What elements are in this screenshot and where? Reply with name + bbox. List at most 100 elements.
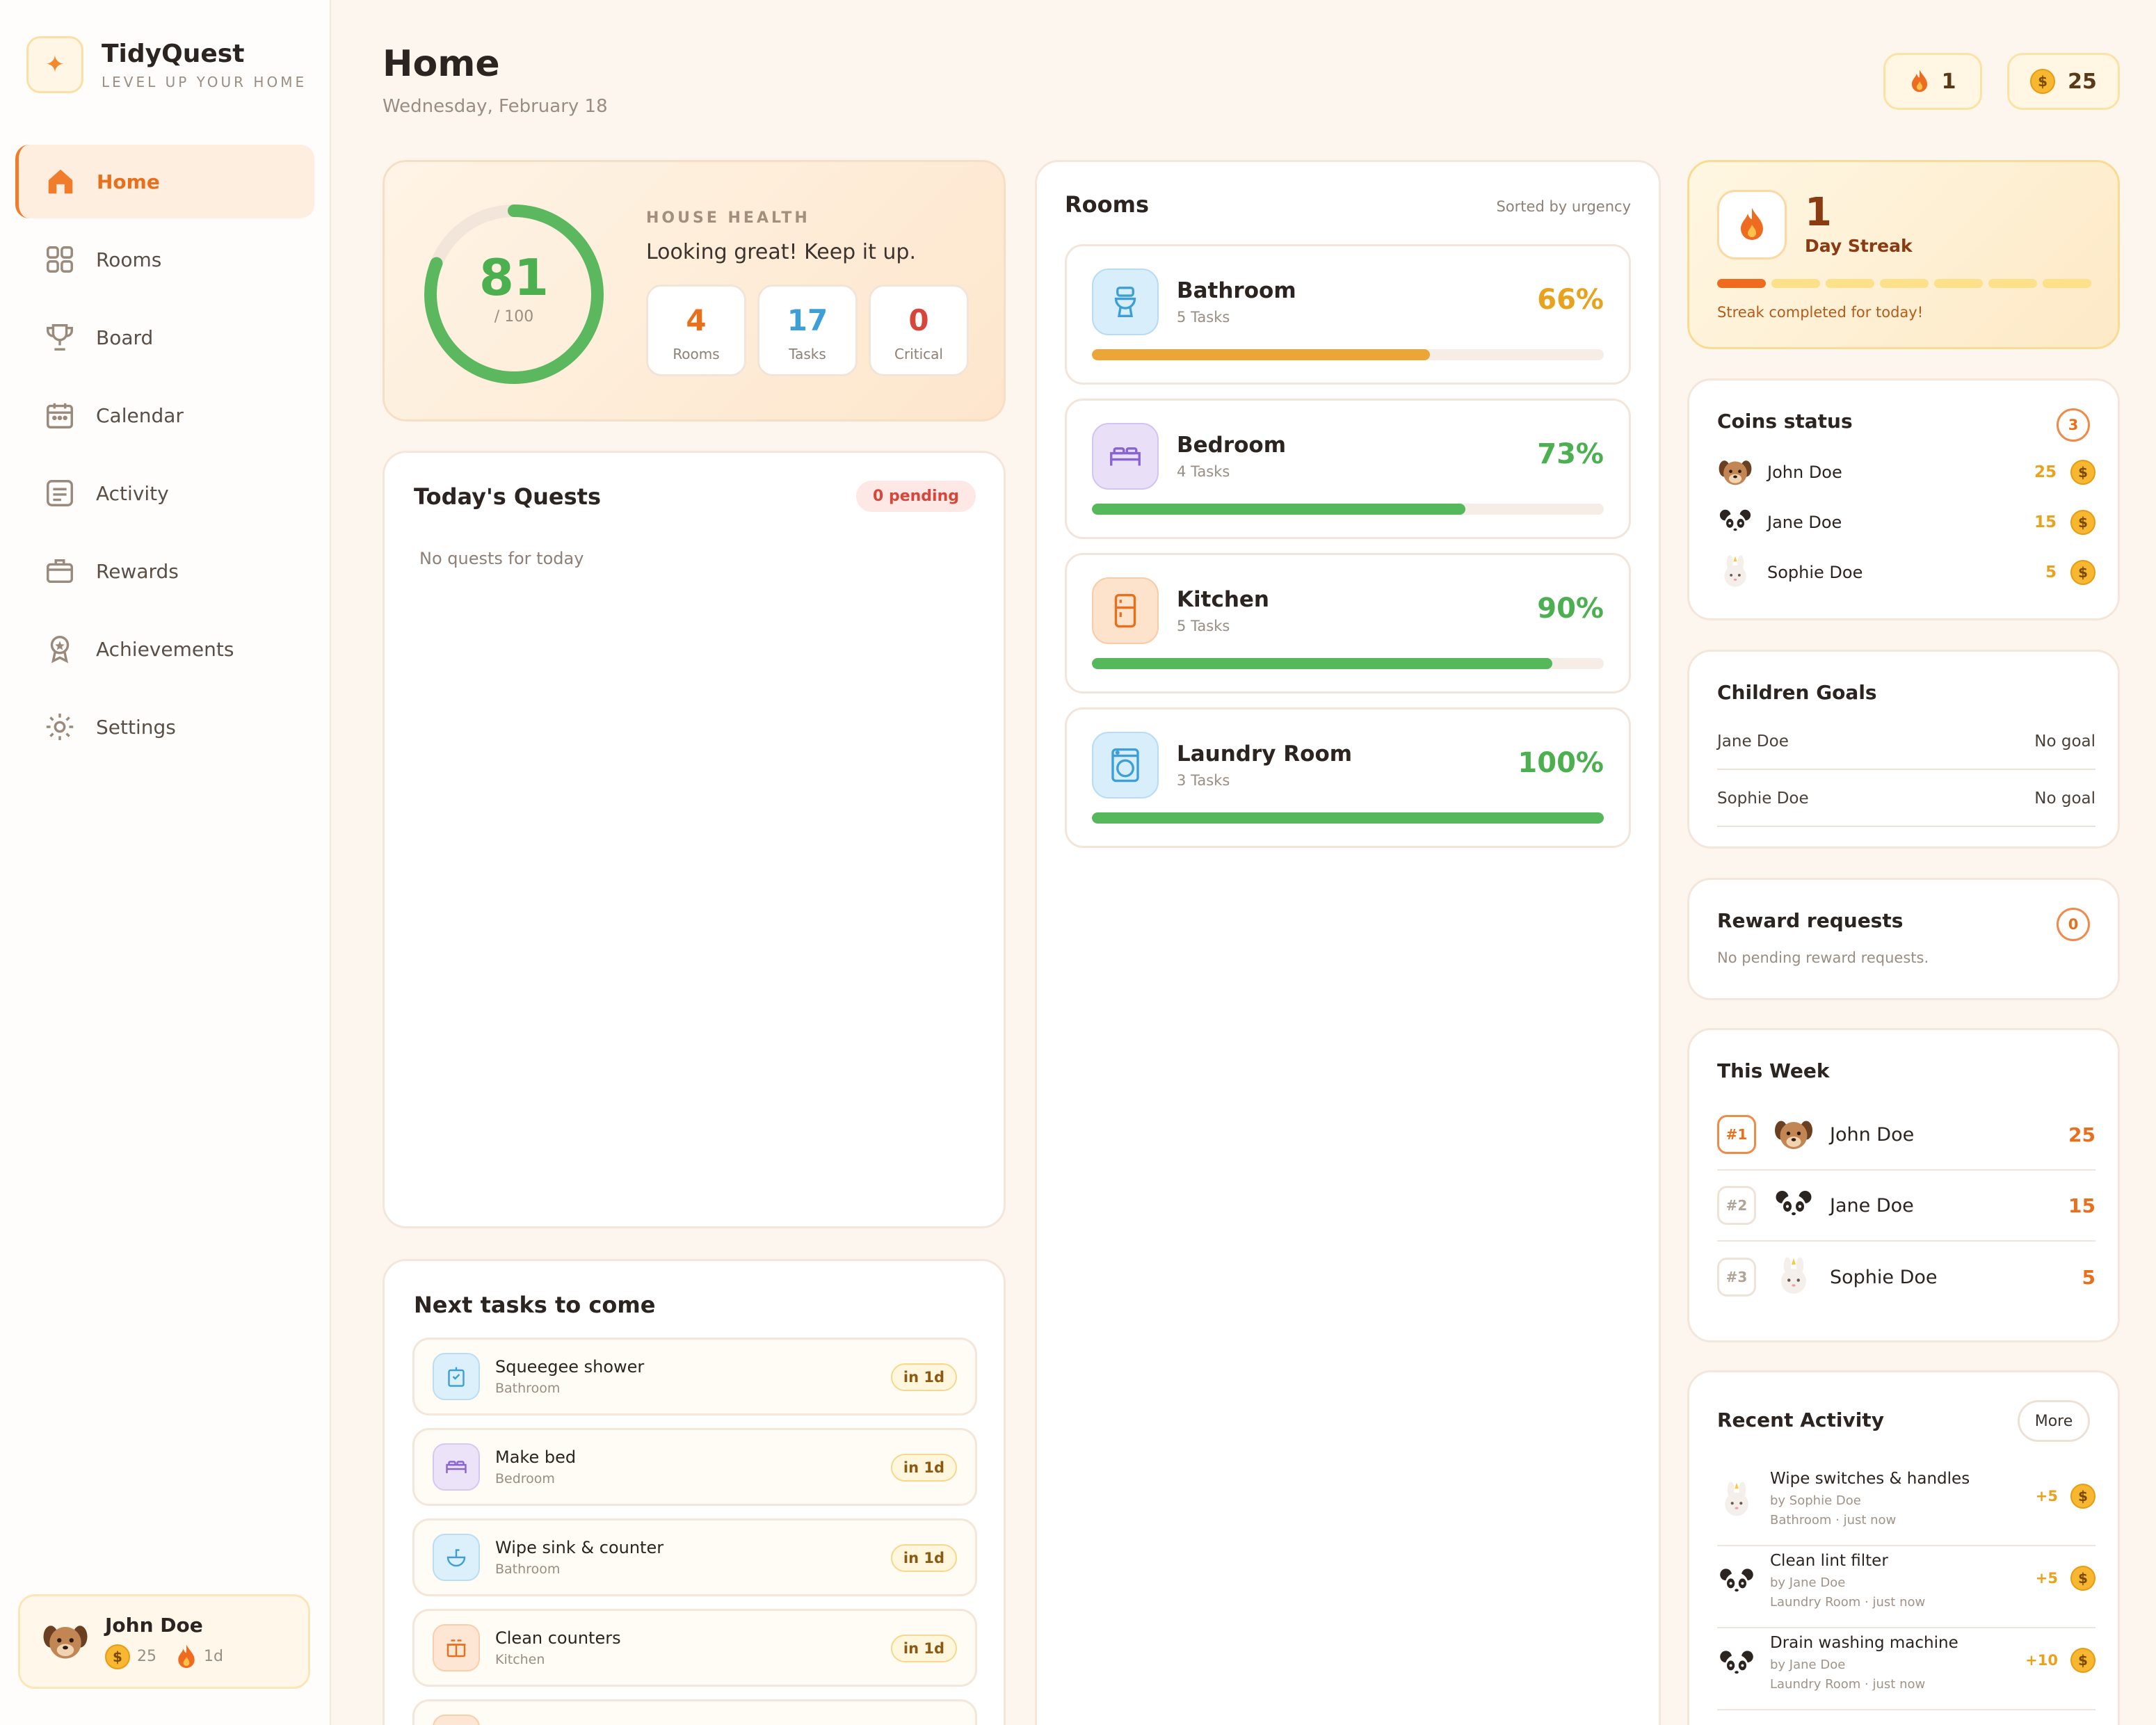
- streak-segment: [1880, 279, 1929, 288]
- task-name: Squeegee shower: [495, 1357, 645, 1377]
- room-card-kitchen[interactable]: Kitchen 5 Tasks 90%: [1065, 553, 1631, 693]
- rank-badge: #3: [1717, 1258, 1756, 1297]
- bunny-avatar-icon: [1781, 1257, 1806, 1294]
- task-row[interactable]: Squeegee shower Bathroom in 1d: [412, 1338, 977, 1415]
- bunny-avatar-icon: [1725, 1482, 1748, 1516]
- rooms-card: Rooms Sorted by urgency Bathroom 5 Tasks…: [1035, 160, 1661, 1725]
- rank-score: 15: [2068, 1194, 2095, 1217]
- nav-label: Rooms: [96, 248, 162, 271]
- activity-row[interactable]: Drain washing machine by Jane Doe Laundr…: [1717, 1628, 2095, 1710]
- brand-name: TidyQuest: [102, 39, 245, 68]
- goal-child-name: Sophie Doe: [1717, 789, 1809, 808]
- brand[interactable]: ✦ TidyQuest LEVEL UP YOUR HOME: [26, 36, 307, 93]
- member-name: Sophie Doe: [1767, 563, 1863, 582]
- nav-item-home[interactable]: Home: [15, 145, 314, 218]
- streak-label: Day Streak: [1805, 236, 1913, 256]
- nav-label: Achievements: [96, 637, 234, 661]
- flame-icon: [178, 1644, 195, 1668]
- task-row[interactable]: Clean counters Kitchen in 1d: [412, 1609, 977, 1687]
- coins-status-title: Coins status: [1717, 410, 1853, 433]
- grid-icon: [43, 243, 77, 276]
- leaderboard-row[interactable]: #1 John Doe 25: [1717, 1100, 2095, 1171]
- rank-name: Jane Doe: [1830, 1194, 1914, 1217]
- member-coins: 5: [2045, 563, 2057, 581]
- gear-icon: [43, 710, 77, 744]
- coins-pill[interactable]: $ 25: [2007, 53, 2120, 110]
- task-row[interactable]: Make bed Bedroom in 1d: [412, 1428, 977, 1506]
- goal-row[interactable]: Sophie Doe No goal: [1717, 771, 2095, 827]
- nav-label: Home: [97, 170, 160, 193]
- stat-rooms: 4 Rooms: [646, 284, 746, 376]
- day-streak-card: 1 Day Streak Streak completed for today!: [1687, 160, 2120, 349]
- room-percent: 100%: [1518, 747, 1604, 779]
- bed-icon: [1092, 423, 1159, 490]
- due-badge: in 1d: [890, 1363, 957, 1391]
- nav-label: Rewards: [96, 559, 179, 583]
- streak-pill[interactable]: 1: [1883, 53, 1982, 110]
- streak-segment: [1771, 279, 1820, 288]
- member-name: Jane Doe: [1767, 513, 1842, 532]
- stat-value: 17: [787, 303, 828, 337]
- goal-row[interactable]: Jane Doe No goal: [1717, 714, 2095, 770]
- room-card-laundry[interactable]: Laundry Room 3 Tasks 100%: [1065, 707, 1631, 848]
- coin-icon: $: [2070, 1648, 2095, 1673]
- nav-item-activity[interactable]: Activity: [15, 456, 314, 530]
- activity-meta: Bathroom · just now: [1770, 1513, 1897, 1527]
- reward-requests-title: Reward requests: [1717, 909, 1904, 932]
- stat-label: Rooms: [673, 346, 720, 362]
- nav-item-rewards[interactable]: Rewards: [15, 534, 314, 608]
- activity-meta: Laundry Room · just now: [1770, 1677, 1926, 1692]
- room-progress-fill: [1092, 812, 1604, 824]
- trophy-icon: [43, 321, 77, 354]
- sparkle-icon: ✦: [26, 36, 83, 93]
- due-badge: in 1d: [890, 1544, 957, 1572]
- activity-row[interactable]: Clean lint filter by Jane Doe Laundry Ro…: [1717, 1546, 2095, 1628]
- goal-child-name: Jane Doe: [1717, 732, 1789, 751]
- room-percent: 90%: [1537, 593, 1604, 625]
- streak-note: Streak completed for today!: [1717, 304, 1924, 321]
- rank-name: Sophie Doe: [1830, 1266, 1938, 1288]
- recent-activity-card: Recent Activity More Wipe switches & han…: [1687, 1370, 2120, 1725]
- bed-icon: [433, 1443, 480, 1491]
- brand-tagline: LEVEL UP YOUR HOME: [102, 73, 307, 90]
- flame-icon: [1717, 190, 1787, 259]
- member-name: John Doe: [1767, 463, 1842, 482]
- leaderboard-row[interactable]: #2 Jane Doe 15: [1717, 1171, 2095, 1242]
- calendar-icon: [43, 399, 77, 432]
- sidebar: ✦ TidyQuest LEVEL UP YOUR HOME Home Room…: [0, 0, 331, 1725]
- current-user-card[interactable]: John Doe $ 25 1d: [18, 1594, 310, 1689]
- room-percent: 73%: [1537, 438, 1604, 470]
- goals-title: Children Goals: [1717, 681, 1877, 704]
- nav-item-board[interactable]: Board: [15, 300, 314, 374]
- dog-avatar-icon: [1775, 1121, 1812, 1149]
- room-task-count: 3 Tasks: [1177, 772, 1230, 789]
- quests-empty: No quests for today: [419, 549, 584, 568]
- leaderboard-row[interactable]: #3 Sophie Doe 5: [1717, 1242, 2095, 1313]
- counter-icon: [433, 1624, 480, 1671]
- room-card-bedroom[interactable]: Bedroom 4 Tasks 73%: [1065, 399, 1631, 539]
- task-room: Bedroom: [495, 1471, 555, 1486]
- week-title: This Week: [1717, 1059, 1830, 1082]
- task-row[interactable]: [412, 1699, 977, 1725]
- stat-value: 0: [908, 303, 929, 337]
- room-name: Bedroom: [1177, 433, 1287, 458]
- nav-item-calendar[interactable]: Calendar: [15, 378, 314, 452]
- medal-icon: [43, 632, 77, 666]
- fridge-icon: [1092, 577, 1159, 644]
- activity-by: by Jane Doe: [1770, 1658, 1846, 1672]
- task-row[interactable]: Wipe sink & counter Bathroom in 1d: [412, 1518, 977, 1596]
- nav-item-rooms[interactable]: Rooms: [15, 223, 314, 296]
- coin-icon: $: [2030, 69, 2056, 94]
- stat-value: 4: [686, 303, 707, 337]
- activity-points: +10: [2025, 1652, 2058, 1669]
- room-progress-fill: [1092, 504, 1466, 515]
- rank-score: 25: [2068, 1123, 2095, 1146]
- more-button[interactable]: More: [2018, 1400, 2090, 1442]
- nav-label: Activity: [96, 481, 169, 505]
- room-card-bathroom[interactable]: Bathroom 5 Tasks 66%: [1065, 244, 1631, 385]
- this-week-card: This Week #1 John Doe 25 #2 Jane Doe 15 …: [1687, 1028, 2120, 1342]
- nav-item-settings[interactable]: Settings: [15, 690, 314, 764]
- nav-item-achievements[interactable]: Achievements: [15, 612, 314, 686]
- activity-row[interactable]: Wipe switches & handles by Sophie Doe Ba…: [1717, 1464, 2095, 1546]
- health-score: 81: [478, 248, 549, 307]
